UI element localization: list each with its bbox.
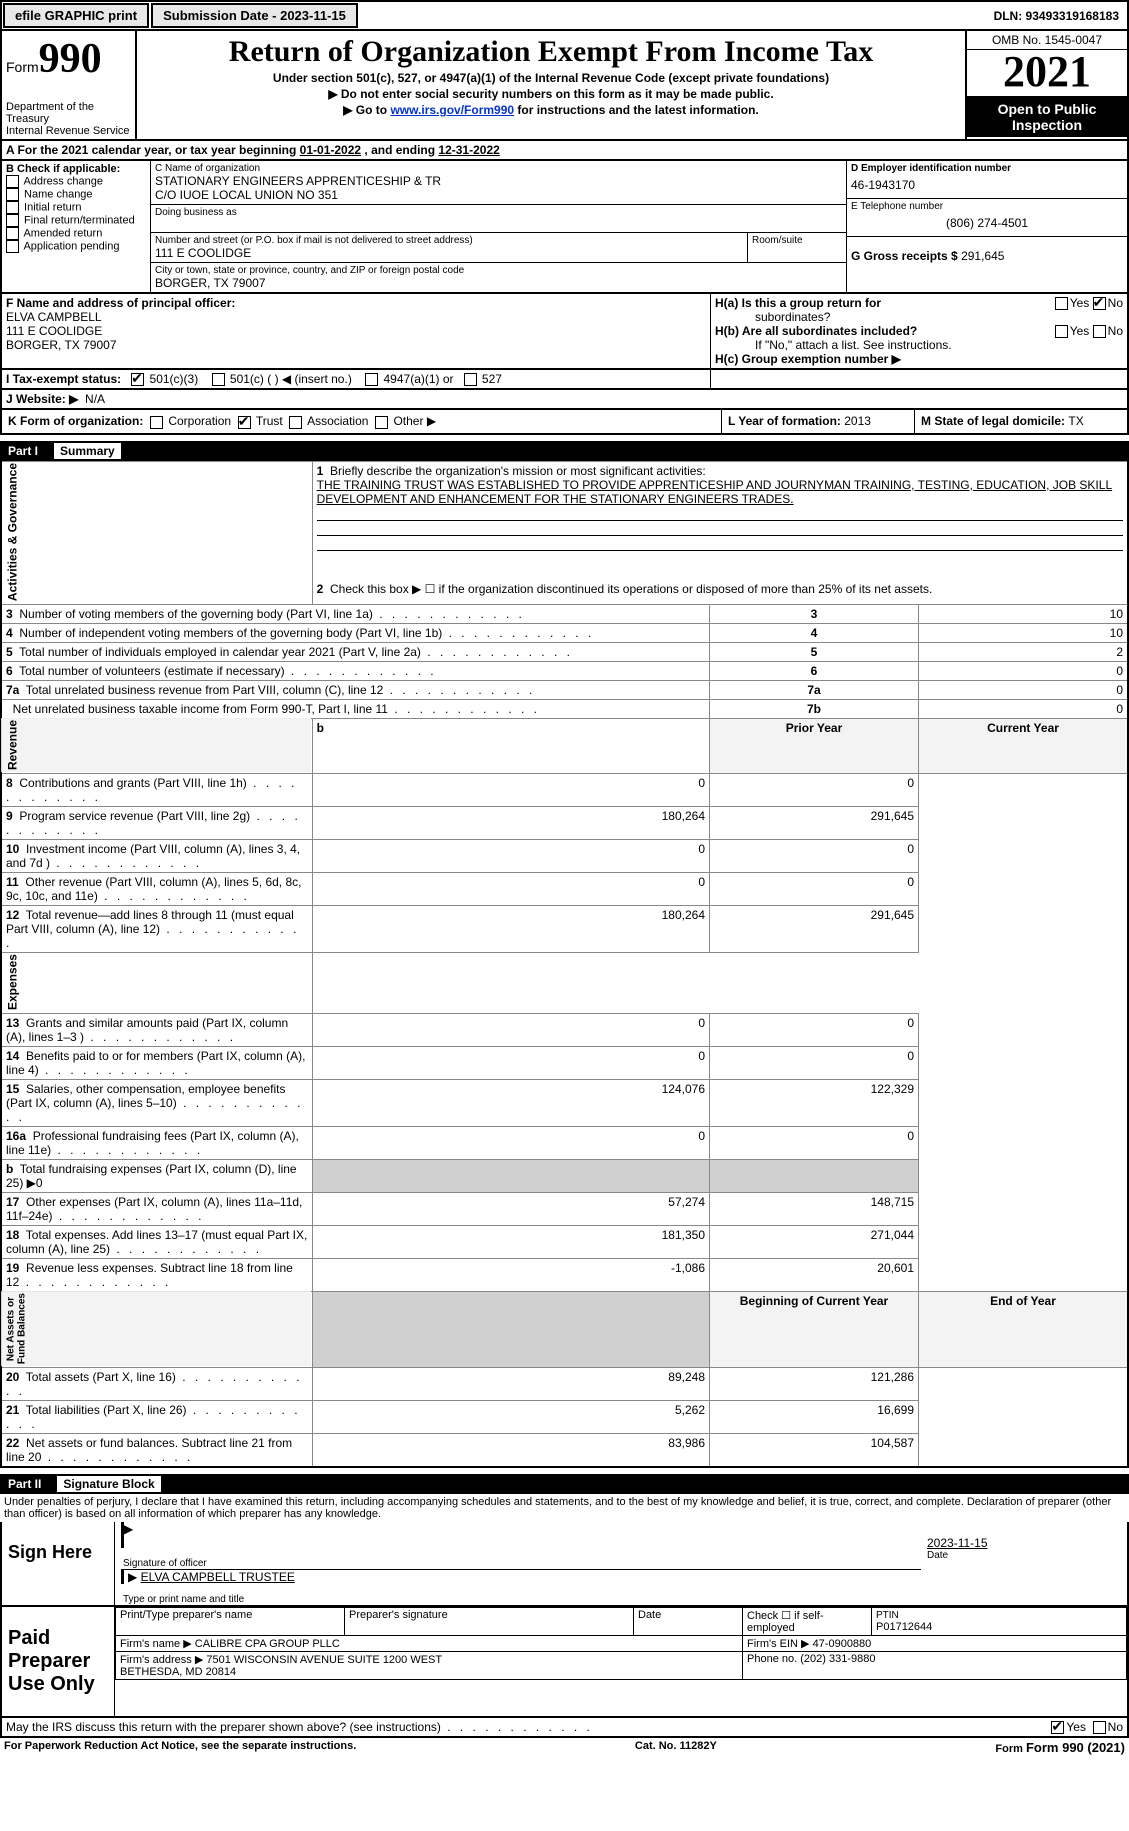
side-expenses: Expenses <box>1 952 312 1013</box>
ein-value: 46-1943170 <box>851 174 1123 196</box>
officer-street: 111 E COOLIDGE <box>6 324 102 338</box>
org-info-block: B Check if applicable: Address change Na… <box>0 161 1129 294</box>
table-row: 22 Net assets or fund balances. Subtract… <box>1 1433 1128 1467</box>
table-row: 13 Grants and similar amounts paid (Part… <box>1 1013 1128 1046</box>
tax-status-row: I Tax-exempt status: 501(c)(3) 501(c) ( … <box>0 370 1129 390</box>
part-i-header: Part I Summary <box>0 441 1129 461</box>
signature-block: Sign Here ▶ Signature of officer 2023-11… <box>0 1522 1129 1607</box>
form-header: Form990 Department of the Treasury Inter… <box>0 31 1129 141</box>
form-number: Form990 <box>6 35 131 83</box>
phone-label: E Telephone number <box>851 201 1123 212</box>
officer-city: BORGER, TX 79007 <box>6 338 117 352</box>
org-name-line2: C/O IUOE LOCAL UNION NO 351 <box>155 188 842 202</box>
city-value: BORGER, TX 79007 <box>155 276 842 290</box>
ha-label: H(a) Is this a group return for <box>715 296 881 310</box>
website-row: J Website: ▶ N/A <box>0 390 1129 410</box>
hb-label: H(b) Are all subordinates included? <box>715 324 917 338</box>
table-row: 11 Other revenue (Part VIII, column (A),… <box>1 872 1128 905</box>
street-label: Number and street (or P.O. box if mail i… <box>155 235 743 246</box>
table-row: 18 Total expenses. Add lines 13–17 (must… <box>1 1225 1128 1258</box>
table-row: 19 Revenue less expenses. Subtract line … <box>1 1258 1128 1291</box>
ssn-warning: Do not enter social security numbers on … <box>137 87 965 101</box>
checkbox-option[interactable]: Application pending <box>6 240 146 253</box>
gross-label: G Gross receipts $ <box>851 249 958 263</box>
hc-label: H(c) Group exemption number ▶ <box>715 352 901 366</box>
org-name: STATIONARY ENGINEERS APPRENTICESHIP & TR <box>155 174 842 188</box>
irs-link[interactable]: www.irs.gov/Form990 <box>390 103 514 117</box>
table-row: 3 Number of voting members of the govern… <box>1 604 1128 623</box>
hb-note: If "No," attach a list. See instructions… <box>715 338 1123 352</box>
checkbox-option[interactable]: Address change <box>6 175 146 188</box>
dln-label: DLN: 93493319168183 <box>986 6 1127 26</box>
ein-label: D Employer identification number <box>851 163 1011 174</box>
table-row: 7a Total unrelated business revenue from… <box>1 680 1128 699</box>
block-b-checkboxes: B Check if applicable: Address change Na… <box>2 161 151 292</box>
side-governance: Activities & Governance <box>1 461 312 604</box>
checkbox-option[interactable]: Final return/terminated <box>6 214 146 227</box>
perjury-text: Under penalties of perjury, I declare th… <box>0 1494 1129 1522</box>
top-bar: efile GRAPHIC print Submission Date - 20… <box>0 0 1129 31</box>
checkbox-option[interactable]: Initial return <box>6 201 146 214</box>
table-row: 21 Total liabilities (Part X, line 26) 5… <box>1 1400 1128 1433</box>
officer-group-row: F Name and address of principal officer:… <box>0 294 1129 370</box>
form-title: Return of Organization Exempt From Incom… <box>137 35 965 69</box>
form-subtitle: Under section 501(c), 527, or 4947(a)(1)… <box>137 71 965 85</box>
paid-preparer-block: Paid Preparer Use Only Print/Type prepar… <box>0 1607 1129 1718</box>
calendar-year-row: A For the 2021 calendar year, or tax yea… <box>0 141 1129 161</box>
gross-value: 291,645 <box>961 249 1004 263</box>
table-row: 17 Other expenses (Part IX, column (A), … <box>1 1192 1128 1225</box>
table-row: 16a Professional fundraising fees (Part … <box>1 1126 1128 1159</box>
summary-table: Activities & Governance 1 Briefly descri… <box>0 461 1129 1468</box>
table-row: 5 Total number of individuals employed i… <box>1 642 1128 661</box>
submission-date: Submission Date - 2023-11-15 <box>151 3 358 28</box>
city-label: City or town, state or province, country… <box>155 265 842 276</box>
table-row: 8 Contributions and grants (Part VIII, l… <box>1 773 1128 806</box>
dba-label: Doing business as <box>155 207 842 218</box>
table-row: b Total fundraising expenses (Part IX, c… <box>1 1159 1128 1192</box>
table-row: Net unrelated business taxable income fr… <box>1 699 1128 718</box>
side-revenue: Revenue <box>1 718 312 773</box>
instructions-link-row: Go to www.irs.gov/Form990 for instructio… <box>137 103 965 117</box>
part-ii-header: Part II Signature Block <box>0 1474 1129 1494</box>
discuss-row: May the IRS discuss this return with the… <box>0 1718 1129 1738</box>
ha-sub: subordinates? <box>715 310 1123 324</box>
open-to-public: Open to Public Inspection <box>967 97 1127 137</box>
checkbox-option[interactable]: Name change <box>6 188 146 201</box>
mission-text: THE TRAINING TRUST WAS ESTABLISHED TO PR… <box>317 478 1113 506</box>
page-footer: For Paperwork Reduction Act Notice, see … <box>0 1738 1129 1757</box>
side-net: Net Assets or Fund Balances <box>1 1291 312 1367</box>
table-row: 4 Number of independent voting members o… <box>1 623 1128 642</box>
table-row: 10 Investment income (Part VIII, column … <box>1 839 1128 872</box>
table-row: 14 Benefits paid to or for members (Part… <box>1 1046 1128 1079</box>
department-label: Department of the Treasury Internal Reve… <box>6 101 131 137</box>
tax-year: 2021 <box>967 50 1127 97</box>
checkbox-option[interactable]: Amended return <box>6 227 146 240</box>
table-row: 6 Total number of volunteers (estimate i… <box>1 661 1128 680</box>
phone-value: (806) 274-4501 <box>851 212 1123 234</box>
efile-button[interactable]: efile GRAPHIC print <box>3 3 149 28</box>
table-row: 20 Total assets (Part X, line 16) 89,248… <box>1 1367 1128 1400</box>
table-row: 12 Total revenue—add lines 8 through 11 … <box>1 905 1128 952</box>
table-row: 9 Program service revenue (Part VIII, li… <box>1 806 1128 839</box>
table-row: 15 Salaries, other compensation, employe… <box>1 1079 1128 1126</box>
org-form-row: K Form of organization: Corporation Trus… <box>0 410 1129 434</box>
street-value: 111 E COOLIDGE <box>155 246 743 260</box>
officer-name: ELVA CAMPBELL <box>6 310 102 324</box>
org-name-label: C Name of organization <box>155 163 842 174</box>
room-label: Room/suite <box>752 235 842 246</box>
officer-label: F Name and address of principal officer: <box>6 296 235 310</box>
